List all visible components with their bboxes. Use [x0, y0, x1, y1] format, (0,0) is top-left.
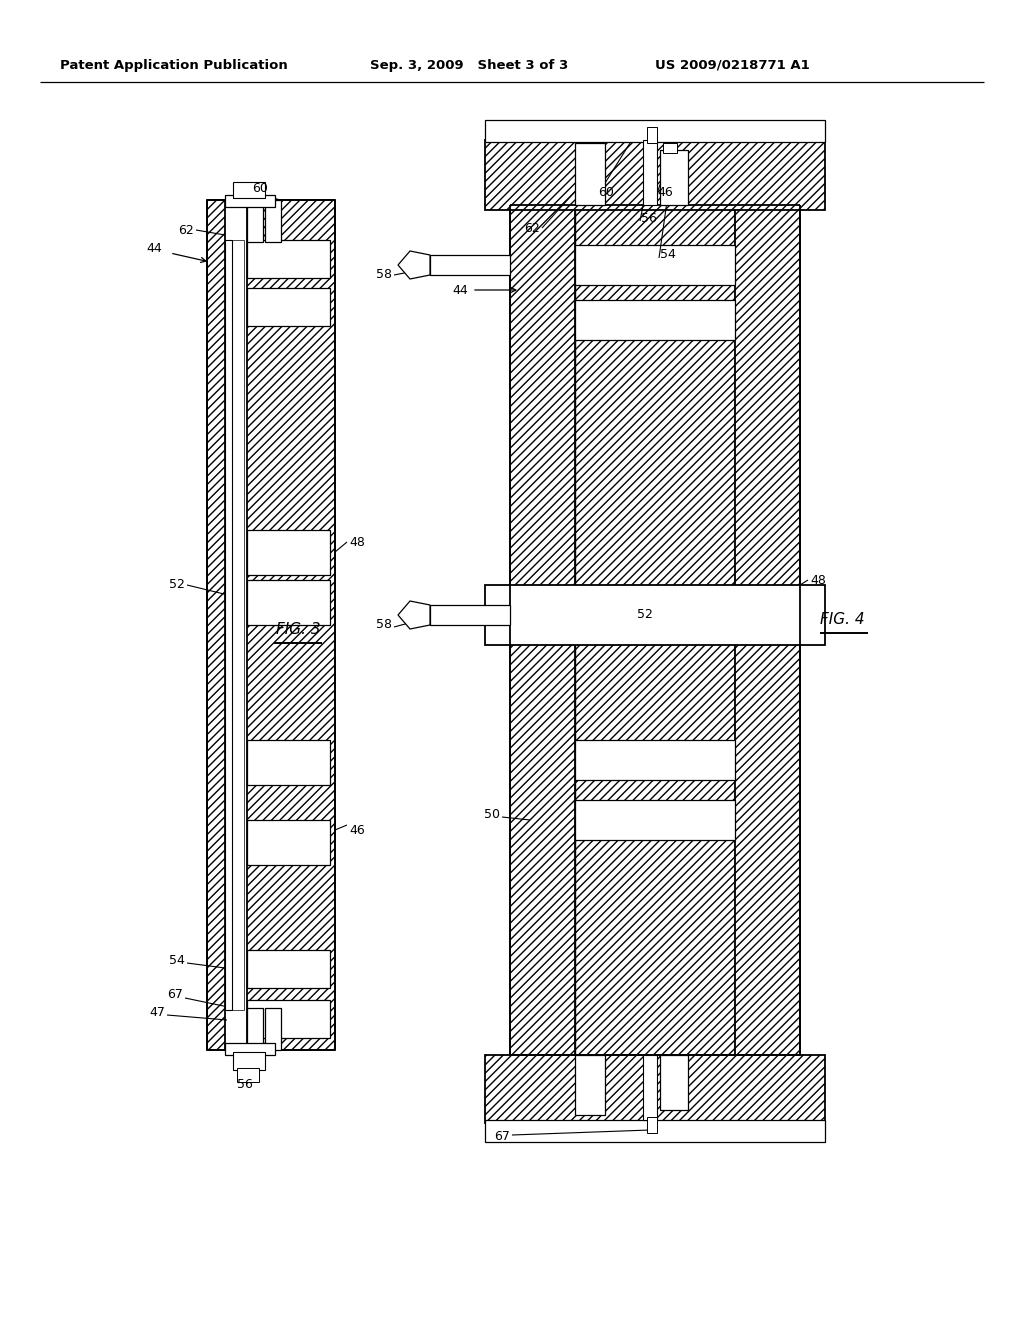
- Bar: [575, 300, 735, 341]
- Bar: [247, 201, 335, 1049]
- Bar: [485, 140, 825, 210]
- Bar: [247, 579, 330, 624]
- Bar: [233, 1052, 265, 1071]
- Bar: [575, 143, 605, 205]
- Text: 60: 60: [252, 181, 268, 194]
- Bar: [485, 120, 825, 143]
- Text: FIG. 3: FIG. 3: [275, 623, 321, 638]
- Bar: [485, 585, 825, 645]
- Bar: [247, 1008, 263, 1049]
- Bar: [225, 1043, 275, 1055]
- Bar: [232, 240, 244, 1010]
- Text: 58: 58: [376, 619, 392, 631]
- Bar: [247, 950, 330, 987]
- Bar: [247, 201, 263, 242]
- Bar: [247, 820, 330, 865]
- Bar: [643, 1055, 657, 1119]
- Text: 67: 67: [167, 989, 183, 1002]
- Bar: [247, 1001, 330, 1038]
- Text: US 2009/0218771 A1: US 2009/0218771 A1: [655, 58, 810, 71]
- Bar: [247, 531, 330, 576]
- Bar: [643, 140, 657, 205]
- Text: 48: 48: [349, 536, 365, 549]
- Bar: [225, 195, 275, 207]
- Text: 56: 56: [641, 211, 656, 224]
- Bar: [233, 182, 265, 198]
- Text: 56: 56: [238, 1077, 253, 1090]
- Bar: [225, 240, 232, 1010]
- Text: Patent Application Publication: Patent Application Publication: [60, 58, 288, 71]
- Bar: [663, 143, 677, 153]
- Bar: [265, 1008, 281, 1049]
- Text: 60: 60: [598, 186, 613, 199]
- Bar: [510, 205, 575, 1055]
- Text: FIG. 4: FIG. 4: [820, 612, 864, 627]
- Text: Sep. 3, 2009   Sheet 3 of 3: Sep. 3, 2009 Sheet 3 of 3: [370, 58, 568, 71]
- Bar: [207, 201, 225, 1049]
- Bar: [247, 741, 330, 785]
- Text: 46: 46: [657, 186, 673, 199]
- Text: 50: 50: [484, 808, 500, 821]
- Bar: [575, 800, 735, 840]
- Bar: [247, 288, 330, 326]
- Bar: [660, 1055, 688, 1110]
- Text: 54: 54: [169, 953, 185, 966]
- Text: 62: 62: [524, 222, 540, 235]
- Bar: [575, 741, 735, 780]
- Bar: [247, 240, 330, 279]
- Text: 47: 47: [150, 1006, 165, 1019]
- Bar: [575, 246, 735, 285]
- Bar: [237, 1068, 259, 1082]
- Bar: [575, 205, 735, 1055]
- Text: 48: 48: [810, 573, 826, 586]
- Polygon shape: [398, 601, 430, 630]
- Bar: [265, 201, 281, 242]
- Text: 44: 44: [453, 284, 468, 297]
- Bar: [430, 605, 510, 624]
- Bar: [485, 1055, 825, 1123]
- Text: 52: 52: [637, 609, 653, 622]
- Text: 54: 54: [660, 248, 676, 261]
- Bar: [647, 127, 657, 143]
- Polygon shape: [398, 251, 430, 279]
- Bar: [575, 1055, 605, 1115]
- Bar: [647, 1117, 657, 1133]
- Text: 62: 62: [178, 223, 194, 236]
- Bar: [430, 255, 510, 275]
- Bar: [660, 150, 688, 205]
- Text: 46: 46: [349, 824, 365, 837]
- Text: 67: 67: [495, 1130, 510, 1143]
- Text: 52: 52: [169, 578, 185, 591]
- Text: 58: 58: [376, 268, 392, 281]
- Bar: [735, 205, 800, 1055]
- Text: 44: 44: [146, 242, 162, 255]
- Bar: [485, 1119, 825, 1142]
